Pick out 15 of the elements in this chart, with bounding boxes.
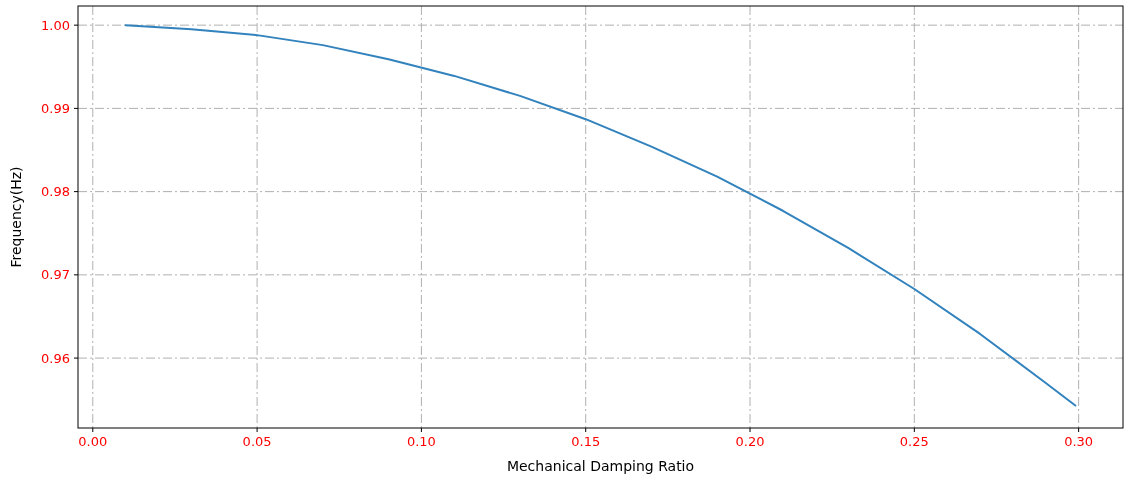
- x-tick-label: 0.15: [571, 434, 601, 449]
- y-tick-label: 1.00: [41, 17, 70, 33]
- x-tick-label: 0.20: [735, 434, 765, 449]
- y-tick-label: 0.97: [41, 267, 70, 283]
- x-tick-label: 0.25: [899, 434, 929, 449]
- x-tick-label: 0.30: [1064, 434, 1094, 449]
- y-tick-label: 0.96: [41, 350, 70, 366]
- x-tick-label: 0.00: [78, 434, 108, 449]
- x-tick-label: 0.10: [406, 434, 436, 449]
- line-series: [124, 24, 1077, 407]
- y-tick-label: 0.99: [41, 100, 70, 116]
- y-tick-label: 0.98: [41, 184, 70, 200]
- x-axis-title: Mechanical Damping Ratio: [506, 458, 695, 474]
- x-tick-label: 0.05: [242, 434, 272, 449]
- y-axis-title: Frequency(Hz): [8, 166, 24, 268]
